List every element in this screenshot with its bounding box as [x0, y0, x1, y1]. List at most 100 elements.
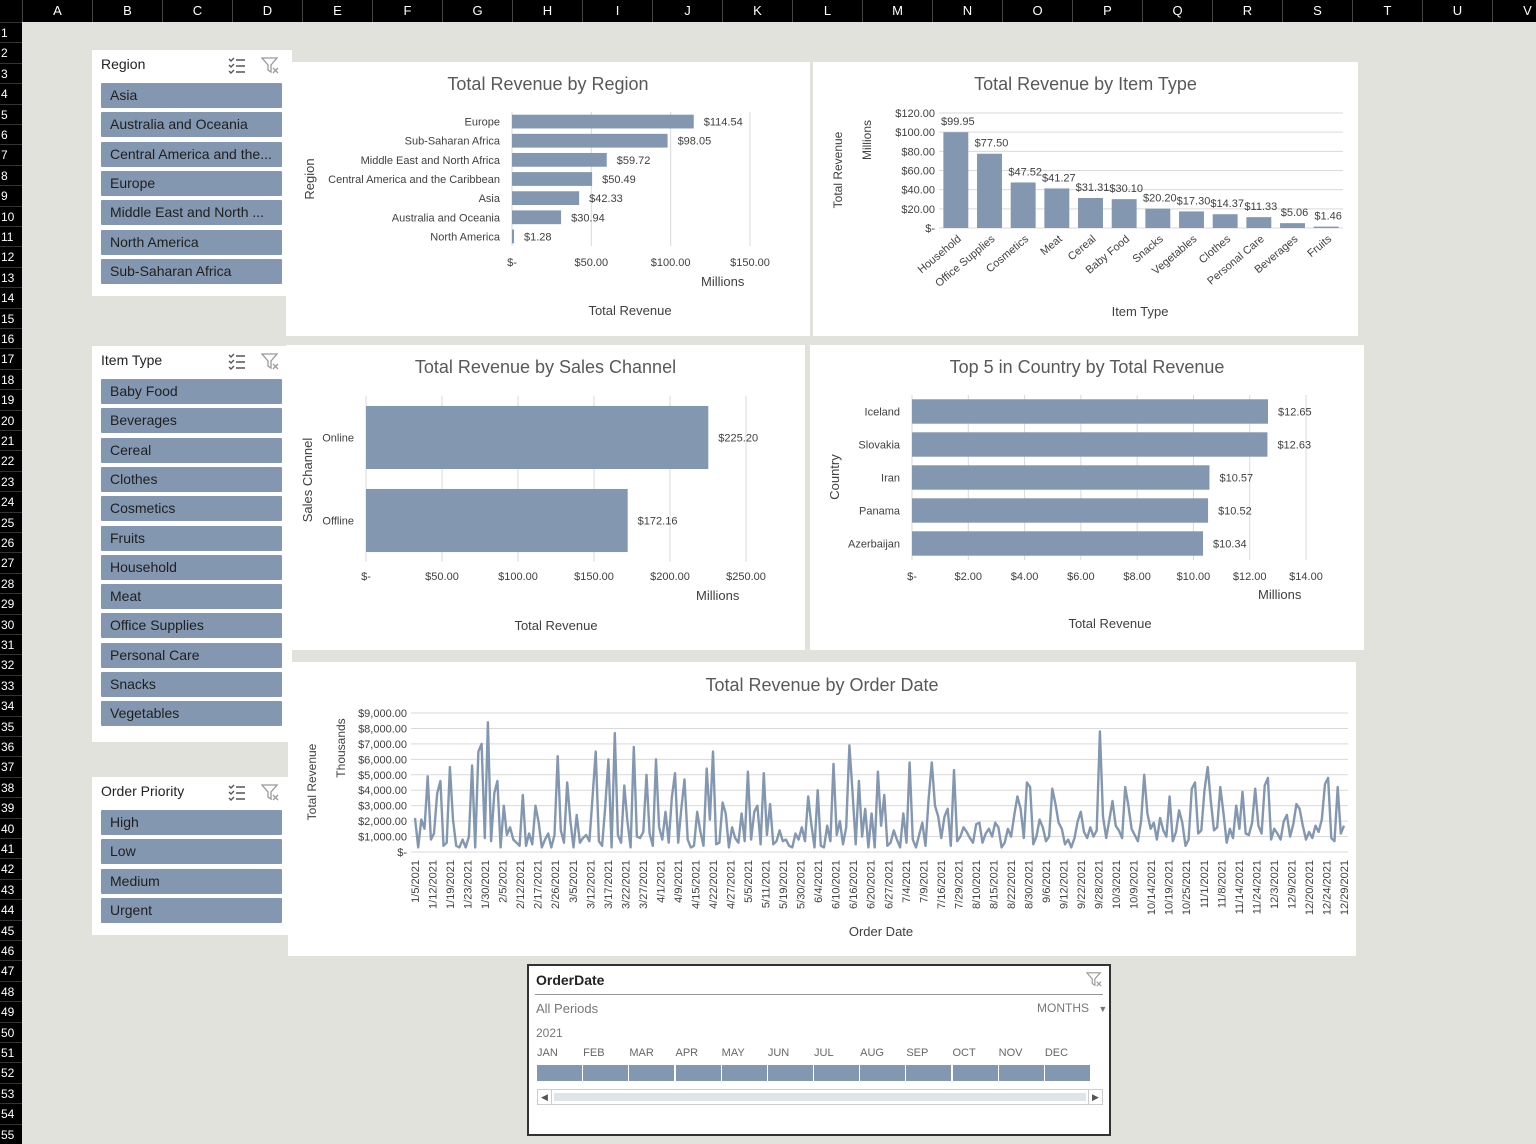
row-header-3[interactable]: 3 [0, 62, 22, 83]
row-header-10[interactable]: 10 [0, 205, 22, 226]
scroll-right-icon[interactable]: ▶ [1088, 1090, 1102, 1104]
row-header-49[interactable]: 49 [0, 1001, 22, 1021]
row-header-43[interactable]: 43 [0, 878, 22, 899]
multi-select-icon[interactable] [228, 352, 246, 370]
row-header-29[interactable]: 29 [0, 593, 22, 613]
slicer-item[interactable]: Fruits [101, 525, 282, 551]
row-header-30[interactable]: 30 [0, 613, 22, 634]
row-header-15[interactable]: 15 [0, 307, 22, 328]
chart-revenue-by-region[interactable]: Total Revenue by Region $- $50.00 $100.00 $1… [286, 62, 810, 336]
row-header-55[interactable]: 55 [0, 1123, 22, 1144]
slicer-item[interactable]: Australia and Oceania [101, 112, 282, 138]
row-header-51[interactable]: 51 [0, 1042, 22, 1062]
row-header-38[interactable]: 38 [0, 776, 22, 797]
slicer-item[interactable]: Cereal [101, 437, 282, 463]
slicer-item[interactable]: Beverages [101, 408, 282, 434]
timeline-level-dropdown[interactable]: MONTHS ▼ [1037, 1001, 1107, 1015]
slicer-item[interactable]: High [101, 810, 282, 835]
row-header-47[interactable]: 47 [0, 960, 22, 980]
row-header-33[interactable]: 33 [0, 674, 22, 695]
row-header-52[interactable]: 52 [0, 1062, 22, 1082]
row-header-19[interactable]: 19 [0, 389, 22, 409]
column-header-p[interactable]: P [1072, 0, 1142, 22]
scroll-left-icon[interactable]: ◀ [538, 1090, 552, 1104]
multi-select-icon[interactable] [228, 56, 246, 74]
timeline-month-bar[interactable] [860, 1065, 906, 1081]
timeline-month-bar[interactable] [583, 1065, 629, 1081]
slicer-item[interactable]: Clothes [101, 466, 282, 492]
timeline-scrollbar[interactable]: ◀ ▶ [537, 1089, 1103, 1105]
row-header-14[interactable]: 14 [0, 287, 22, 307]
row-header-23[interactable]: 23 [0, 470, 22, 491]
column-header-i[interactable]: I [582, 0, 652, 22]
row-header-42[interactable]: 42 [0, 858, 22, 878]
row-header-27[interactable]: 27 [0, 552, 22, 572]
timeline-month-bar[interactable] [814, 1065, 860, 1081]
column-header-k[interactable]: K [722, 0, 792, 22]
row-header-26[interactable]: 26 [0, 532, 22, 552]
timeline-month-bar[interactable] [721, 1065, 767, 1081]
timeline-month-bar[interactable] [767, 1065, 813, 1081]
row-header-1[interactable]: 1 [0, 22, 22, 42]
row-header-2[interactable]: 2 [0, 42, 22, 62]
slicer-item[interactable]: North America [101, 229, 282, 255]
timeline-month-bar[interactable] [537, 1065, 583, 1081]
row-header-34[interactable]: 34 [0, 695, 22, 715]
slicer-item[interactable]: Baby Food [101, 379, 282, 404]
slicer-item[interactable]: Urgent [101, 897, 282, 923]
row-header-37[interactable]: 37 [0, 756, 22, 776]
row-header-6[interactable]: 6 [0, 124, 22, 144]
row-header-32[interactable]: 32 [0, 654, 22, 674]
column-header-g[interactable]: G [442, 0, 512, 22]
timeline-month-bar[interactable] [675, 1065, 721, 1081]
column-header-v[interactable]: V [1492, 0, 1536, 22]
row-header-13[interactable]: 13 [0, 266, 22, 287]
timeline-month-bar[interactable] [906, 1065, 952, 1081]
row-header-40[interactable]: 40 [0, 817, 22, 838]
timeline-month-bar[interactable] [998, 1065, 1044, 1081]
row-header-45[interactable]: 45 [0, 919, 22, 940]
row-header-36[interactable]: 36 [0, 736, 22, 756]
row-header-18[interactable]: 18 [0, 368, 22, 389]
timeline-month-bar[interactable] [629, 1065, 675, 1081]
row-header-41[interactable]: 41 [0, 838, 22, 858]
column-header-h[interactable]: H [512, 0, 582, 22]
row-header-35[interactable]: 35 [0, 715, 22, 736]
chart-revenue-by-item-type[interactable]: Total Revenue by Item Type $- $20.00 $40.00… [813, 62, 1358, 336]
clear-filter-icon[interactable] [1086, 971, 1102, 987]
clear-filter-icon[interactable] [261, 56, 279, 74]
orderdate-timeline[interactable]: OrderDate All Periods MONTHS ▼ 2021 ◀ ▶ … [527, 964, 1111, 1136]
column-header-t[interactable]: T [1352, 0, 1422, 22]
clear-filter-icon[interactable] [261, 352, 279, 370]
column-header-d[interactable]: D [232, 0, 302, 22]
row-header-31[interactable]: 31 [0, 634, 22, 654]
row-header-9[interactable]: 9 [0, 185, 22, 205]
column-header-j[interactable]: J [652, 0, 722, 22]
column-header-c[interactable]: C [162, 0, 232, 22]
chart-revenue-by-order-date[interactable]: Total Revenue by Order Date $- $1,000.00 $2… [288, 662, 1356, 956]
row-header-16[interactable]: 16 [0, 328, 22, 348]
row-header-48[interactable]: 48 [0, 980, 22, 1001]
slicer-item[interactable]: Medium [101, 868, 282, 894]
row-header-7[interactable]: 7 [0, 144, 22, 164]
column-header-f[interactable]: F [372, 0, 442, 22]
column-header-e[interactable]: E [302, 0, 372, 22]
row-header-21[interactable]: 21 [0, 430, 22, 450]
row-header-8[interactable]: 8 [0, 164, 22, 185]
row-header-5[interactable]: 5 [0, 103, 22, 124]
row-header-53[interactable]: 53 [0, 1082, 22, 1103]
column-header-n[interactable]: N [932, 0, 1002, 22]
row-header-28[interactable]: 28 [0, 572, 22, 593]
column-header-o[interactable]: O [1002, 0, 1072, 22]
row-header-4[interactable]: 4 [0, 83, 22, 103]
slicer-item[interactable]: Europe [101, 170, 282, 196]
row-header-25[interactable]: 25 [0, 511, 22, 532]
row-header-54[interactable]: 54 [0, 1103, 22, 1123]
column-header-l[interactable]: L [792, 0, 862, 22]
clear-filter-icon[interactable] [261, 783, 279, 801]
row-header-11[interactable]: 11 [0, 226, 22, 246]
slicer-item[interactable]: Household [101, 554, 282, 580]
slicer-item[interactable]: Personal Care [101, 642, 282, 668]
column-header-b[interactable]: B [92, 0, 162, 22]
column-header-m[interactable]: M [862, 0, 932, 22]
